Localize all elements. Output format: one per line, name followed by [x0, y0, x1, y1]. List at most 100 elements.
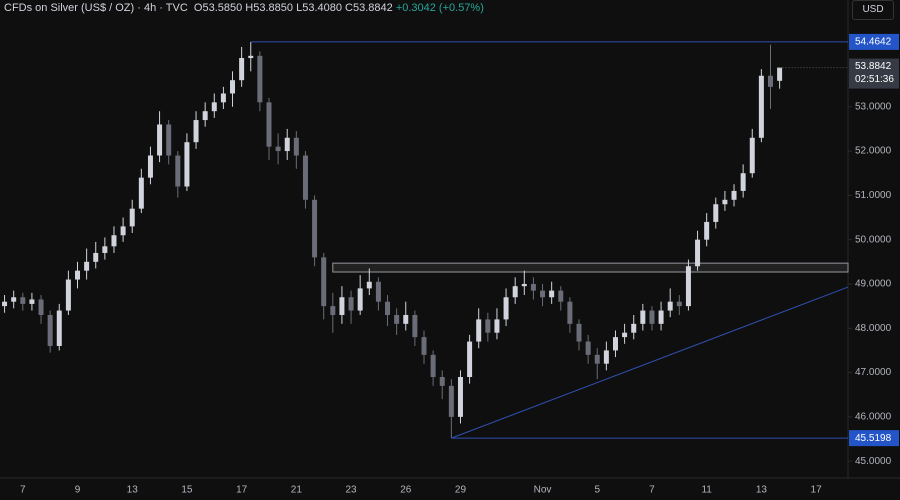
candle-body: [357, 288, 363, 311]
candle-body: [476, 319, 482, 342]
candle-body: [248, 55, 254, 59]
candle-body: [93, 252, 99, 262]
candle-body: [603, 350, 609, 364]
y-tick-label: 45.0000: [855, 456, 892, 467]
candle-body: [239, 58, 245, 81]
candle-body: [275, 146, 281, 152]
ohlc-value: 53.4080: [302, 2, 342, 14]
candle-body: [631, 323, 637, 333]
ohlc-label: C: [345, 2, 353, 14]
candle-body: [138, 177, 144, 209]
x-tick-label: 17: [811, 485, 823, 496]
resistance-zone: [332, 262, 849, 273]
countdown: 02:51:36: [855, 74, 894, 85]
x-tick-label: 17: [236, 485, 248, 496]
candle-body: [403, 314, 409, 324]
current-price-box: [849, 58, 899, 89]
ohlc-value: 53.5850: [202, 2, 243, 14]
candle-body: [777, 67, 783, 81]
candle-body: [184, 142, 190, 187]
candle-body: [84, 261, 90, 271]
level-label: 45.5198: [855, 433, 892, 444]
candle-body: [348, 297, 354, 311]
currency-button[interactable]: USD: [852, 0, 894, 20]
candle-body: [330, 306, 336, 315]
ohlc-label: L: [296, 2, 303, 14]
candle-body: [612, 337, 618, 351]
y-tick-label: 50.0000: [855, 234, 892, 245]
candle-body: [257, 55, 263, 103]
candle-body: [503, 297, 509, 320]
trendline: [451, 286, 849, 439]
candle-body: [731, 190, 737, 200]
y-tick-label: 49.0000: [855, 279, 892, 290]
header: CFDs on Silver (US$ / OZ) · 4h · TVC O53…: [4, 2, 484, 14]
candle-body: [485, 319, 491, 333]
candle-body: [366, 281, 372, 289]
candle-body: [512, 286, 518, 298]
candle-body: [157, 124, 163, 156]
candle-body: [640, 310, 646, 324]
x-tick-label: 21: [291, 485, 303, 496]
candle-body: [29, 299, 35, 304]
candle-body: [467, 341, 473, 377]
candle-body: [740, 173, 746, 191]
candle-body: [65, 279, 71, 311]
level-label-box: [849, 430, 899, 447]
ohlc-value: 53.8850: [253, 2, 294, 14]
y-tick-label: 52.0000: [855, 146, 892, 157]
candle-body: [20, 297, 26, 304]
candle-body: [749, 137, 755, 174]
candle-body: [430, 354, 436, 377]
candle-body: [767, 75, 773, 87]
candle-body: [266, 102, 272, 147]
candle-body: [676, 301, 682, 307]
x-tick-label: 15: [181, 485, 193, 496]
change: +0.3042 (+0.57%): [395, 2, 484, 14]
x-tick-label: 23: [345, 485, 357, 496]
candle-body: [540, 290, 546, 298]
candle-body: [293, 137, 299, 156]
candle-body: [2, 301, 8, 307]
x-tick-label: 29: [455, 485, 467, 496]
level-label-box: [849, 33, 899, 50]
candle-body: [193, 120, 199, 143]
candle-body: [75, 270, 81, 280]
candle-body: [412, 314, 418, 338]
candle-body: [567, 301, 573, 324]
candle-body: [202, 111, 208, 121]
candle-body: [102, 246, 108, 253]
candle-body: [594, 354, 600, 364]
candle-body: [667, 301, 673, 311]
ohlc-label: O: [193, 2, 203, 14]
candle-body: [394, 314, 400, 324]
candle-body: [758, 75, 764, 138]
candle-body: [585, 341, 591, 355]
candle-body: [175, 155, 181, 187]
y-tick-label: 47.0000: [855, 367, 892, 378]
y-tick-label: 46.0000: [855, 412, 892, 423]
x-tick-label: 7: [20, 485, 26, 496]
candle-body: [312, 199, 318, 258]
candle-body: [166, 124, 172, 156]
candle-body: [321, 257, 327, 307]
y-tick-label: 48.0000: [855, 323, 892, 334]
y-tick-label: 53.0000: [855, 101, 892, 112]
symbol-title: CFDs on Silver (US$ / OZ) · 4h · TVC: [4, 2, 188, 14]
level-label: 54.4642: [855, 37, 892, 48]
candle-body: [530, 283, 536, 291]
candle-body: [129, 208, 135, 227]
candle-body: [11, 297, 17, 302]
x-tick-label: 5: [594, 485, 600, 496]
ohlc-value: 53.8842: [352, 2, 393, 14]
x-tick-label: 26: [400, 485, 412, 496]
candle-body: [576, 323, 582, 342]
candle-body: [220, 93, 226, 103]
candle-body: [622, 332, 628, 338]
candle-body: [56, 310, 62, 346]
candle-body: [521, 283, 527, 287]
candle-body: [385, 301, 391, 315]
candle-body: [439, 376, 445, 386]
